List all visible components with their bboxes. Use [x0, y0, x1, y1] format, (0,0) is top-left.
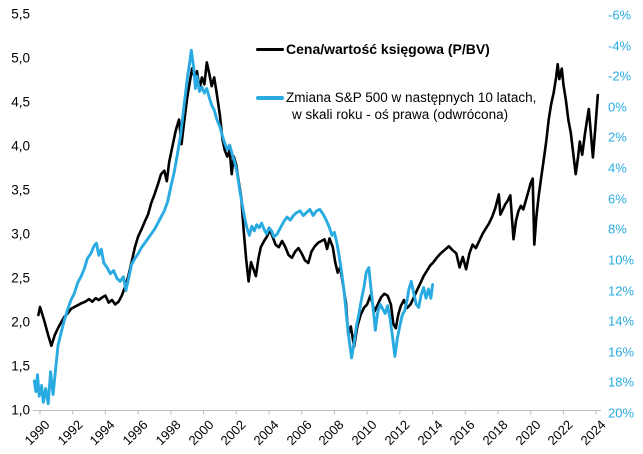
y-right-tick-label: 0% — [608, 99, 627, 115]
y-right-tick-label: 8% — [608, 221, 627, 237]
y-right-tick-label: -4% — [608, 38, 632, 54]
y-right-tick-label: 4% — [608, 160, 627, 176]
y-left-tick-label: 5,5 — [11, 6, 30, 22]
pbv-legend-label: Cena/wartość księgowa (P/BV) — [286, 41, 490, 57]
y-right-tick-label: 6% — [608, 191, 627, 207]
y-left-tick-label: 4,5 — [11, 94, 30, 110]
sp500-legend-label-line2: w skali roku - oś prawa (odwrócona) — [292, 107, 509, 122]
y-right-tick-label: 12% — [608, 283, 635, 299]
pbv-legend-swatch — [256, 48, 284, 51]
pbv-line-series — [37, 61, 600, 348]
sp500-legend-label-line1: Zmiana S&P 500 w następnych 10 latach, — [286, 90, 537, 105]
y-left-tick-label: 1,5 — [11, 358, 30, 374]
x-axis — [33, 410, 601, 415]
y-right-tick-label: -2% — [608, 68, 632, 84]
y-left-tick-label: 2,5 — [11, 270, 30, 286]
y-right-tick-label: 20% — [608, 405, 635, 421]
y-right-tick-label: 18% — [608, 374, 635, 390]
y-right-tick-label: 14% — [608, 313, 635, 329]
y-right-tick-label: 2% — [608, 129, 627, 145]
y-right-tick-label: -6% — [608, 7, 632, 23]
y-left-tick-label: 4,0 — [11, 138, 30, 154]
y-left-tick-label: 2,0 — [11, 314, 30, 330]
y-left-tick-label: 1,0 — [11, 402, 30, 418]
y-right-tick-label: 16% — [608, 344, 635, 360]
legend-item-sp500: Zmiana S&P 500 w następnych 10 latach, w… — [256, 89, 536, 123]
y-left-tick-label: 5,0 — [11, 50, 30, 66]
legend-item-pbv: Cena/wartość księgowa (P/BV) — [256, 41, 490, 58]
y-left-tick-label: 3,0 — [11, 226, 30, 242]
y-left-tick-label: 3,5 — [11, 182, 30, 198]
y-right-tick-label: 10% — [608, 252, 635, 268]
sp500-legend-swatch — [256, 96, 284, 100]
sp500-forward-return-line-series — [32, 48, 435, 406]
